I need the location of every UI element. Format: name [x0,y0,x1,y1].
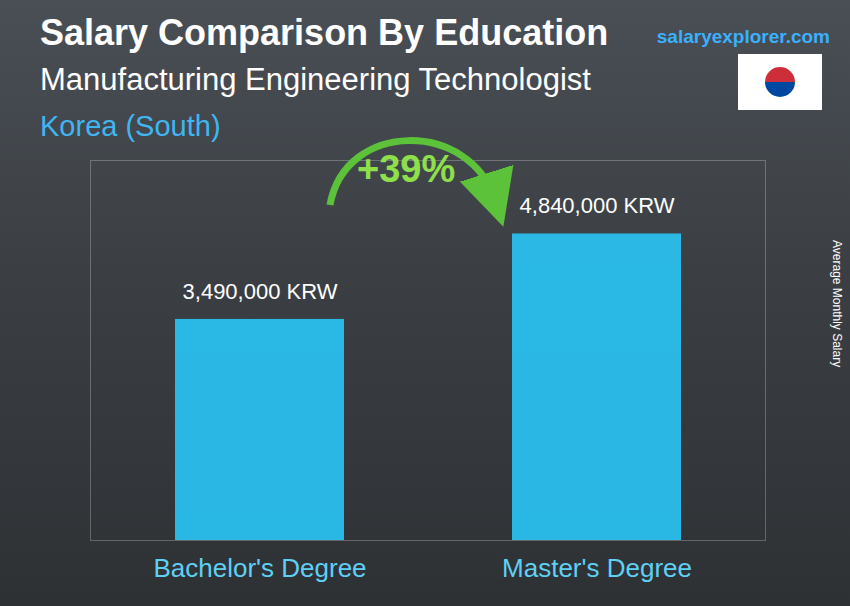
svg-text:3,490,000 KRW: 3,490,000 KRW [183,279,338,304]
html-text:Average Monthly Salary: Average Monthly Salary [830,240,844,368]
html-text:+39%: +39% [357,148,456,190]
html-text:Salary Comparison By Education: Salary Comparison By Education [40,12,609,53]
html-text:Korea (South): Korea (South) [40,110,221,142]
html-text:salaryexplorer.com: salaryexplorer.com [656,26,830,47]
svg-text:4,840,000 KRW: 4,840,000 KRW [520,193,675,218]
svg-text:Master's Degree: Master's Degree [502,553,692,583]
svg-text:Bachelor's Degree: Bachelor's Degree [153,553,366,583]
html-text:Manufacturing Engineering Tech: Manufacturing Engineering Technologist [40,62,591,97]
